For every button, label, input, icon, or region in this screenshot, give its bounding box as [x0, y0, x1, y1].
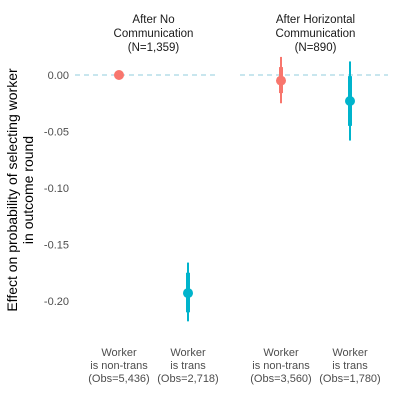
- x-category-label-line: is non-trans: [252, 360, 310, 372]
- y-axis-title-line: in outcome round: [20, 136, 36, 244]
- x-category-label-line: is trans: [332, 360, 368, 372]
- facet-title-line: After No: [132, 14, 174, 26]
- x-category-label-line: (Obs=3,560): [250, 373, 311, 385]
- y-tick-label: -0.15: [44, 240, 69, 252]
- x-category-label-line: Worker: [332, 347, 368, 359]
- y-tick-label: 0.00: [48, 70, 69, 82]
- point-estimate: [114, 70, 124, 80]
- y-axis-title-line: Effect on probability of selecting worke…: [4, 68, 20, 312]
- x-category-label-line: (Obs=1,780): [319, 373, 380, 385]
- y-tick-label: -0.10: [44, 183, 69, 195]
- x-category-label-line: Worker: [170, 347, 206, 359]
- point-estimate: [276, 75, 286, 86]
- y-tick-label: -0.05: [44, 127, 69, 139]
- facet-title-line: After Horizontal: [276, 14, 355, 26]
- x-category-label-line: is non-trans: [90, 360, 148, 372]
- facet-title-line: (N=890): [295, 42, 337, 54]
- point-estimate: [345, 95, 355, 106]
- x-category-label-line: (Obs=5,436): [88, 373, 149, 385]
- facet-title-line: Communication: [114, 28, 194, 40]
- y-axis-ticks: 0.00 -0.05 -0.10 -0.15 -0.20: [44, 70, 69, 308]
- y-axis-title: Effect on probability of selecting worke…: [4, 68, 36, 312]
- x-category-label-line: Worker: [263, 347, 299, 359]
- point-estimate: [183, 288, 193, 299]
- facet-title-line: Communication: [276, 28, 356, 40]
- facet-title-line: (N=1,359): [128, 42, 180, 54]
- x-category-label-line: Worker: [101, 347, 137, 359]
- facet-panel: After Horizontal Communication (N=890) Work…: [240, 14, 388, 385]
- x-category-label-line: is trans: [170, 360, 206, 372]
- y-tick-label: -0.20: [44, 296, 69, 308]
- x-category-label-line: (Obs=2,718): [157, 373, 218, 385]
